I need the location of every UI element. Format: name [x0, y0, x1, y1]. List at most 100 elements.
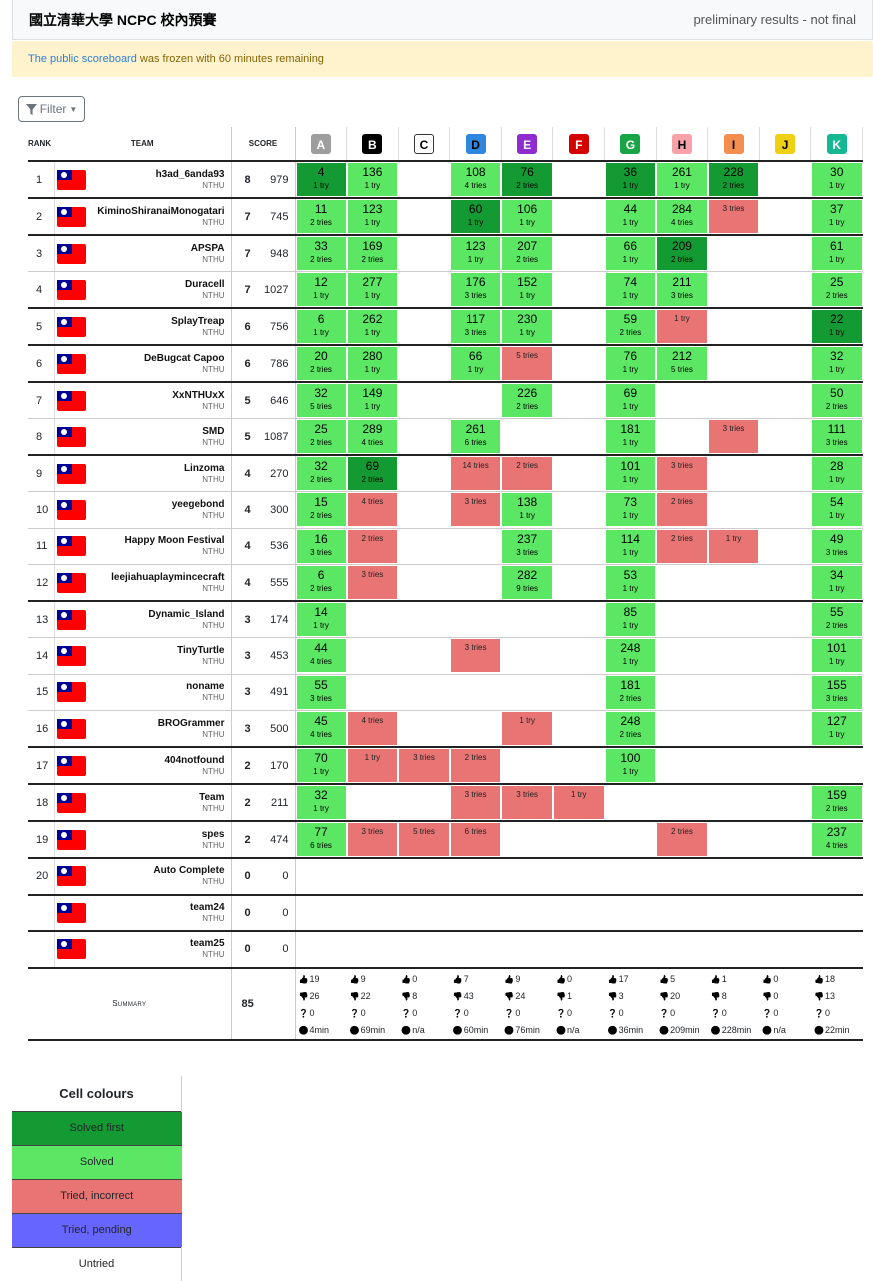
result-box[interactable]: 3 tries [347, 823, 398, 856]
result-box[interactable]: 32 5 tries [296, 384, 346, 417]
problem-cell[interactable]: 5 tries [501, 345, 553, 383]
problem-cell[interactable]: 228 2 tries [707, 161, 760, 199]
result-box[interactable]: 28 1 try [811, 457, 862, 490]
result-box[interactable]: 1 try [657, 310, 707, 343]
problem-cell[interactable]: 106 1 try [501, 198, 553, 236]
result-box[interactable]: 14 tries [450, 457, 501, 490]
result-box[interactable]: 22 1 try [811, 310, 862, 343]
result-box[interactable]: 117 3 tries [450, 310, 501, 343]
result-box[interactable]: 106 1 try [502, 200, 552, 233]
problem-cell[interactable]: 3 tries [449, 784, 502, 822]
problem-cell[interactable]: 73 1 try [604, 491, 657, 529]
result-box[interactable]: 69 1 try [605, 384, 656, 417]
result-box[interactable]: 237 4 tries [811, 823, 862, 856]
result-box[interactable]: 1 try [502, 712, 552, 745]
team-row[interactable]: 3 APSPA NTHU 7 948 33 2 tries 169 2 tries 123 1 tr… [28, 235, 863, 272]
result-box[interactable]: 70 1 try [296, 749, 346, 782]
result-box[interactable]: 3 tries [502, 786, 552, 819]
result-box[interactable]: 237 3 tries [502, 529, 552, 563]
public-scoreboard-link[interactable]: The public scoreboard [28, 53, 137, 65]
result-box[interactable]: 2 tries [347, 529, 398, 563]
problem-cell[interactable]: 176 3 tries [449, 271, 502, 309]
result-box[interactable]: 54 1 try [811, 493, 862, 527]
problem-badge[interactable]: A [310, 133, 331, 154]
team-cell[interactable]: Dynamic_Island NTHU [88, 601, 232, 638]
result-box[interactable]: 4 1 try [296, 163, 346, 196]
team-name[interactable]: h3ad_6anda93 [155, 168, 225, 180]
result-box[interactable]: 6 2 tries [296, 566, 346, 599]
result-box[interactable]: 77 6 tries [296, 823, 346, 856]
team-cell[interactable]: Auto Complete NTHU [88, 858, 232, 896]
problem-cell[interactable]: 3 tries [398, 747, 450, 785]
team-row[interactable]: 9 Linzoma NTHU 4 270 32 2 tries 69 2 tries 14 tri… [28, 455, 863, 492]
result-box[interactable]: 20 2 tries [296, 347, 346, 380]
result-box[interactable]: 176 3 tries [450, 273, 501, 306]
result-box[interactable]: 16 3 tries [296, 529, 346, 563]
team-name[interactable]: XxNTHUxX [172, 389, 225, 401]
problem-cell[interactable]: 261 1 try [656, 161, 708, 199]
problem-cell[interactable]: 2 tries [449, 747, 502, 785]
problem-badge[interactable]: I [723, 133, 744, 154]
result-box[interactable]: 69 2 tries [347, 457, 398, 490]
result-box[interactable]: 53 1 try [605, 566, 656, 599]
problem-cell[interactable]: 15 2 tries [295, 491, 347, 529]
problem-cell[interactable]: 22 1 try [810, 308, 863, 346]
result-box[interactable]: 2 tries [657, 823, 707, 856]
problem-badge[interactable]: C [413, 133, 434, 154]
team-name[interactable]: Linzoma [183, 462, 225, 474]
result-box[interactable]: 61 1 try [811, 237, 862, 270]
result-box[interactable]: 108 4 tries [450, 163, 501, 196]
result-box[interactable]: 211 3 tries [657, 273, 707, 306]
problem-cell[interactable]: 181 2 tries [604, 674, 657, 711]
team-name[interactable]: spes [201, 828, 225, 840]
problem-header-k[interactable]: K [810, 127, 864, 162]
result-box[interactable]: 66 1 try [450, 347, 501, 380]
result-box[interactable]: 2 tries [657, 493, 707, 527]
problem-cell[interactable]: 34 1 try [810, 564, 863, 602]
team-cell[interactable]: Linzoma NTHU [88, 455, 232, 492]
problem-cell[interactable]: 3 tries [449, 491, 502, 529]
result-box[interactable]: 3 tries [399, 749, 449, 782]
problem-cell[interactable]: 108 4 tries [449, 161, 502, 199]
problem-cell[interactable]: 212 5 tries [656, 345, 708, 383]
problem-cell[interactable]: 1 try [707, 528, 760, 565]
result-box[interactable]: 6 tries [450, 823, 501, 856]
problem-cell[interactable]: 282 9 tries [501, 564, 553, 602]
filter-button[interactable]: Filter ▼ [18, 96, 85, 122]
problem-cell[interactable]: 169 2 tries [346, 235, 399, 272]
result-box[interactable]: 6 1 try [296, 310, 346, 343]
result-box[interactable]: 50 2 tries [811, 384, 862, 417]
result-box[interactable]: 123 1 try [450, 237, 501, 270]
problem-cell[interactable]: 149 1 try [346, 382, 399, 419]
problem-cell[interactable]: 3 tries [449, 637, 502, 675]
problem-cell[interactable]: 32 2 tries [295, 455, 347, 492]
team-name[interactable]: yeegebond [171, 498, 225, 510]
problem-cell[interactable]: 226 2 tries [501, 382, 553, 419]
result-box[interactable]: 5 tries [502, 347, 552, 380]
problem-cell[interactable]: 3 tries [346, 564, 399, 602]
problem-cell[interactable]: 32 5 tries [295, 382, 347, 419]
result-box[interactable]: 284 4 tries [657, 200, 707, 233]
result-box[interactable]: 76 2 tries [502, 163, 552, 196]
problem-cell[interactable]: 76 1 try [604, 345, 657, 383]
result-box[interactable]: 32 2 tries [296, 457, 346, 490]
team-row[interactable]: 15 noname NTHU 3 491 55 3 tries 181 2 tries 155 3 … [28, 674, 863, 711]
result-box[interactable]: 36 1 try [605, 163, 656, 196]
result-box[interactable]: 149 1 try [347, 384, 398, 417]
team-row[interactable]: 7 XxNTHUxX NTHU 5 646 32 5 tries 149 1 try 226 2 t… [28, 382, 863, 419]
problem-cell[interactable]: 1 try [656, 308, 708, 346]
problem-cell[interactable]: 5 tries [398, 821, 450, 859]
team-name[interactable]: Auto Complete [153, 865, 225, 877]
result-box[interactable]: 212 5 tries [657, 347, 707, 380]
problem-cell[interactable]: 32 1 try [810, 345, 863, 383]
result-box[interactable]: 155 3 tries [811, 675, 862, 709]
problem-header-j[interactable]: J [759, 127, 812, 162]
result-box[interactable]: 169 2 tries [347, 237, 398, 270]
result-box[interactable]: 123 1 try [347, 200, 398, 233]
team-cell[interactable]: h3ad_6anda93 NTHU [88, 161, 232, 199]
problem-cell[interactable]: 123 1 try [346, 198, 399, 236]
problem-cell[interactable]: 209 2 tries [656, 235, 708, 272]
team-cell[interactable]: 404notfound NTHU [88, 747, 232, 785]
result-box[interactable]: 11 2 tries [296, 200, 346, 233]
problem-cell[interactable]: 44 4 tries [295, 637, 347, 675]
